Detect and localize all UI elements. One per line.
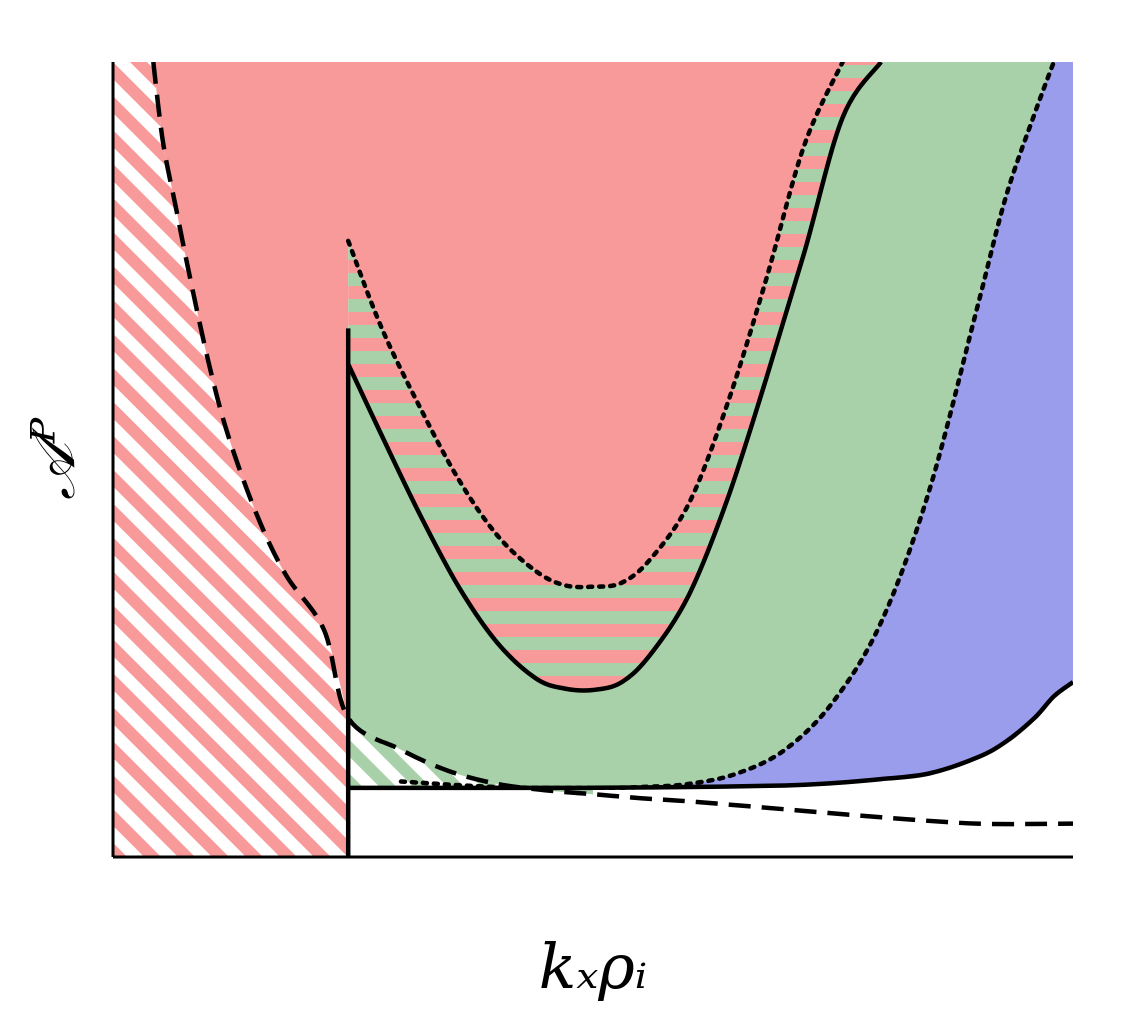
x-axis-label: kₓρᵢ xyxy=(538,930,648,1003)
region-red-hatched xyxy=(113,62,349,857)
y-axis-label: 𝒜ᴾ xyxy=(19,417,89,500)
region-green-hatched xyxy=(348,717,593,795)
region-blue xyxy=(593,62,1073,788)
curve-layer xyxy=(151,62,1073,857)
dashed-boundary-curve xyxy=(151,62,1073,827)
region-striped xyxy=(348,62,881,691)
inner-solid-parabola-curve xyxy=(346,62,883,693)
inner-dotted-parabola-curve xyxy=(345,62,845,590)
outer-solid-curve-curve xyxy=(592,680,1073,791)
region-green xyxy=(348,62,1054,795)
region-red xyxy=(153,62,843,718)
